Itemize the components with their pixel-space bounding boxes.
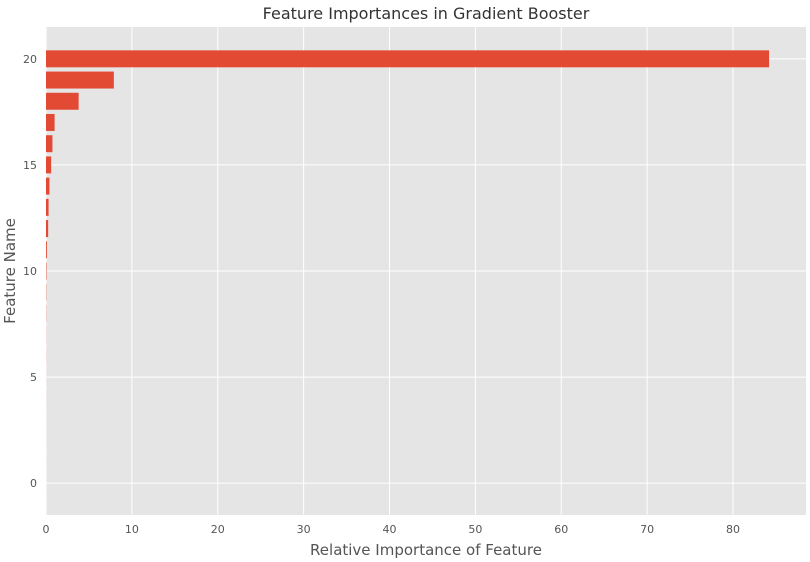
bars: [46, 50, 770, 492]
bar-feature-17: [46, 113, 55, 131]
y-tick-labels: 0 5 10 15 20: [23, 53, 37, 490]
x-tick-label: 70: [640, 523, 654, 536]
bar-feature-15: [46, 156, 52, 174]
x-tick-label: 80: [726, 523, 740, 536]
chart-title: Feature Importances in Gradient Booster: [263, 4, 590, 23]
bar-feature-14: [46, 177, 50, 195]
y-tick-label: 0: [30, 477, 37, 490]
x-tick-label: 40: [383, 523, 397, 536]
y-axis-label: Feature Name: [1, 218, 19, 324]
x-tick-labels: 0 10 20 30 40 50 60 70 80: [43, 523, 741, 536]
bar-feature-18: [46, 92, 79, 110]
x-tick-label: 20: [211, 523, 225, 536]
x-tick-label: 10: [125, 523, 139, 536]
x-axis-label: Relative Importance of Feature: [310, 541, 542, 559]
y-tick-label: 20: [23, 53, 37, 66]
x-tick-label: 0: [43, 523, 50, 536]
x-tick-label: 30: [297, 523, 311, 536]
x-tick-label: 60: [554, 523, 568, 536]
x-tick-label: 50: [468, 523, 482, 536]
y-tick-label: 5: [30, 371, 37, 384]
bar-feature-13: [46, 198, 49, 216]
bar-feature-16: [46, 135, 53, 153]
bar-feature-12: [46, 220, 49, 238]
y-tick-label: 10: [23, 265, 37, 278]
bar-feature-19: [46, 71, 114, 89]
y-tick-label: 15: [23, 159, 37, 172]
bar-feature-11: [46, 241, 47, 259]
bar-feature-20: [46, 50, 770, 68]
